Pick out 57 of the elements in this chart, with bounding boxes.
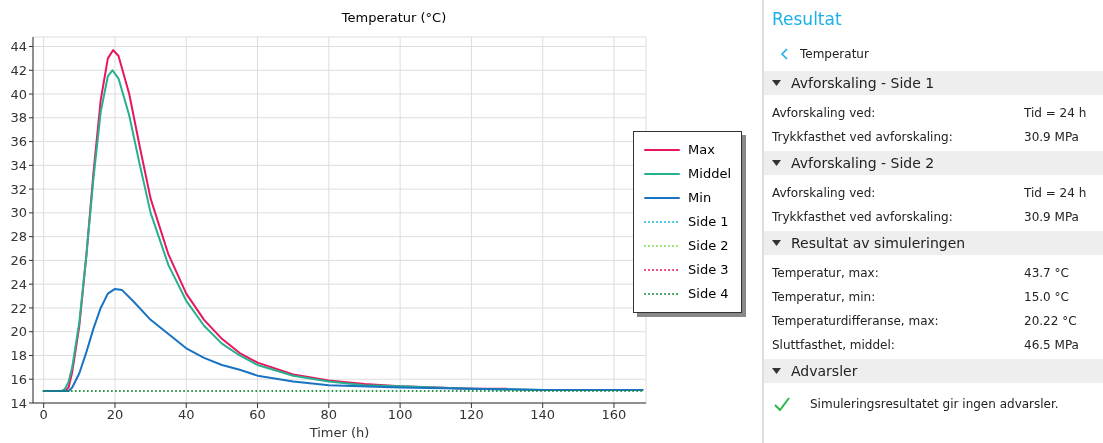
- text: Avforskaling ved:: [772, 106, 877, 120]
- text: Trykkfasthet ved avforskaling:: [772, 210, 954, 224]
- y-tick-label: 34: [10, 157, 27, 173]
- text: Simuleringsresultatet gir ingen advarsler.: [810, 397, 1059, 411]
- legend-label: Min: [688, 190, 712, 205]
- text: Temperaturdifferanse, max:: [772, 314, 940, 328]
- y-tick-label: 32: [10, 181, 27, 197]
- text: 20.22 °C: [1024, 314, 1077, 328]
- y-tick-label: 40: [10, 86, 27, 102]
- text: Resultat: [771, 8, 843, 31]
- y-tick-label: 44: [10, 39, 27, 55]
- y-tick-label: 24: [10, 276, 27, 292]
- x-tick-label: 80: [320, 407, 338, 423]
- text: Temperatur, max:: [772, 266, 880, 280]
- legend-label: Max: [688, 142, 715, 157]
- text: Resultat av simuleringen: [791, 235, 966, 251]
- text: 43.7 °C: [1024, 266, 1069, 280]
- text: Tid = 24 h: [1024, 186, 1087, 200]
- legend-label: Middel: [688, 166, 731, 181]
- text: Avforskaling ved:: [772, 186, 877, 200]
- text: Tid = 24 h: [1024, 106, 1087, 120]
- x-axis-title: Timer (h): [308, 425, 370, 440]
- chart-title: Temperatur (°C): [340, 10, 448, 25]
- legend-label: Side 2: [688, 238, 729, 253]
- y-tick-label: 36: [10, 134, 27, 150]
- text: Temperatur: [800, 47, 869, 61]
- legend-label: Side 3: [688, 262, 729, 277]
- y-tick-label: 28: [10, 229, 27, 245]
- y-tick-label: 14: [10, 395, 27, 411]
- text: Temperatur, min:: [772, 290, 877, 304]
- y-tick-label: 38: [10, 110, 27, 126]
- y-tick-label: 16: [10, 371, 27, 387]
- text: Advarsler: [791, 363, 858, 379]
- x-tick-label: 60: [249, 407, 266, 423]
- text: 46.5 MPa: [1024, 338, 1079, 352]
- text: 30.9 MPa: [1024, 130, 1079, 144]
- text: Avforskaling - Side 2: [791, 155, 935, 171]
- x-tick-label: 100: [387, 407, 413, 423]
- text: 30.9 MPa: [1024, 210, 1079, 224]
- x-tick-label: 140: [530, 407, 556, 423]
- y-tick-label: 42: [10, 62, 27, 78]
- y-tick-label: 18: [10, 348, 27, 364]
- legend-label: Side 1: [688, 214, 729, 229]
- text: 15.0 °C: [1024, 290, 1069, 304]
- x-tick-label: 40: [177, 407, 195, 423]
- text: Sluttfasthet, middel:: [772, 338, 896, 352]
- y-tick-label: 22: [10, 300, 27, 316]
- x-tick-label: 120: [458, 407, 484, 423]
- legend-label: Side 4: [688, 286, 729, 301]
- x-tick-label: 0: [39, 407, 48, 423]
- x-tick-label: 160: [601, 407, 627, 423]
- x-tick-label: 20: [106, 407, 124, 423]
- y-tick-label: 26: [10, 253, 27, 269]
- text: Trykkfasthet ved avforskaling:: [772, 130, 954, 144]
- y-tick-label: 30: [10, 205, 27, 221]
- text: Avforskaling - Side 1: [791, 75, 935, 91]
- y-tick-label: 20: [10, 324, 27, 340]
